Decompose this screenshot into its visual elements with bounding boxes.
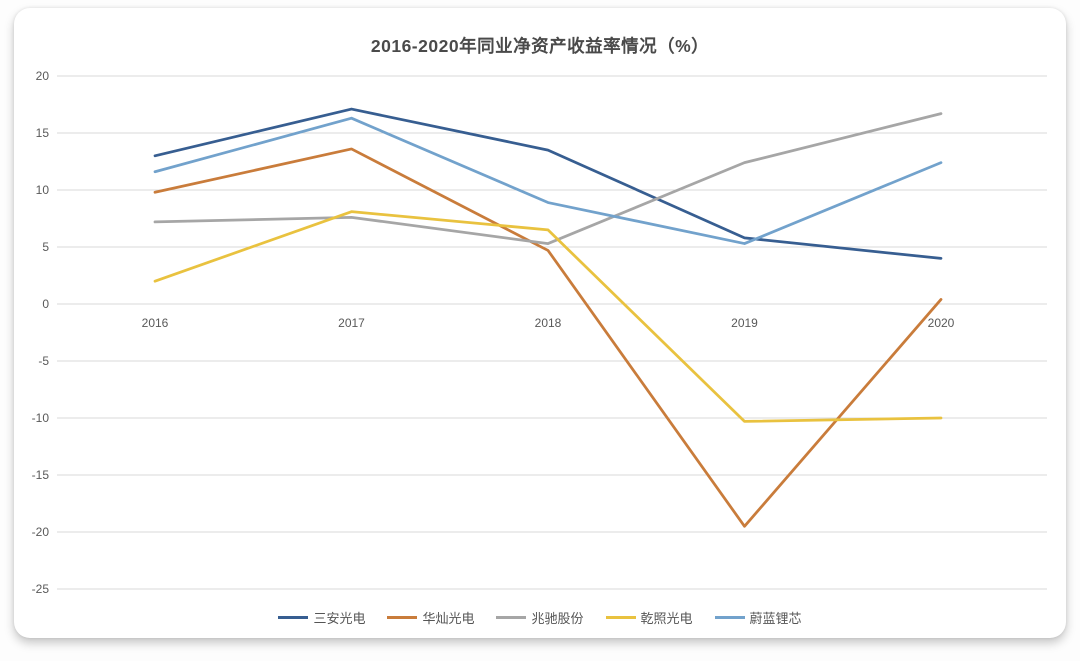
legend-swatch [714,616,745,619]
y-axis-tick-label: -15 [32,468,50,482]
chart-legend: 三安光电 华灿光电 兆驰股份 乾照光电 蔚蓝锂芯 [0,608,1080,627]
legend-label: 兆驰股份 [531,611,584,626]
legend-label: 三安光电 [313,611,366,626]
series-line-1 [153,147,943,528]
y-axis-tick-label: -10 [32,411,50,425]
y-axis-tick-label: 20 [36,69,50,83]
x-axis-tick-label: 2019 [731,316,758,330]
x-axis-tick-label: 2018 [535,316,562,330]
legend-label: 蔚蓝锂芯 [749,611,802,626]
y-axis-tick-label: 15 [36,126,50,140]
legend-item-1: 华灿光电 [387,608,474,627]
legend-item-0: 三安光电 [278,608,365,627]
legend-swatch [278,616,309,619]
series-line-4 [153,116,943,245]
legend-swatch [387,616,418,619]
y-axis-tick-label: 5 [42,240,49,254]
legend-item-3: 乾照光电 [605,608,693,627]
x-axis-tick-label: 2020 [928,316,955,330]
y-axis-tick-label: 10 [36,183,50,197]
legend-item-4: 蔚蓝锂芯 [714,608,802,627]
chart-title: 2016-2020年同业净资产收益率情况（%） [370,36,710,56]
x-axis-tick-label: 2017 [338,316,365,330]
series-line-0 [153,107,943,260]
y-axis-tick-label: -20 [32,525,50,539]
x-axis-tick-label: 2016 [142,316,169,330]
y-axis-tick-label: -25 [32,582,50,596]
series-line-3 [153,210,943,423]
legend-label: 乾照光电 [640,611,693,626]
y-axis-tick-label: -5 [38,354,49,368]
y-axis-tick-label: 0 [42,297,49,311]
chart-card [14,8,1066,638]
legend-item-2: 兆驰股份 [496,608,584,627]
series-line-2 [153,112,943,245]
legend-swatch [605,616,636,619]
legend-swatch [496,616,527,619]
legend-label: 华灿光电 [422,611,475,626]
